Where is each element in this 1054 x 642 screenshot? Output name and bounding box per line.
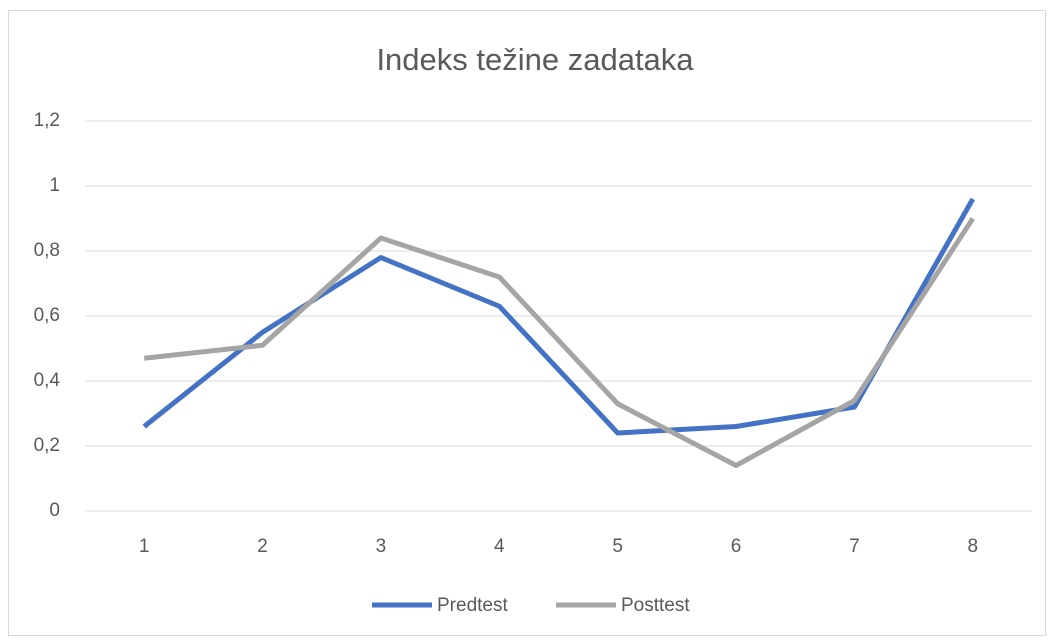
x-tick-label: 1 [139, 536, 150, 557]
chart-border [8, 10, 1046, 636]
y-tick-label: 0,2 [34, 435, 60, 456]
legend-label: Predtest [437, 595, 508, 616]
x-tick-label: 5 [612, 536, 623, 557]
x-tick-label: 3 [376, 536, 387, 557]
chart-title: Indeks težine zadataka [376, 42, 694, 77]
legend-label: Posttest [621, 595, 690, 616]
y-tick-label: 0,6 [34, 305, 60, 326]
x-tick-label: 6 [731, 536, 742, 557]
series-line [143, 217, 975, 468]
x-tick-label: 4 [494, 536, 505, 557]
x-tick-label: 7 [849, 536, 860, 557]
x-tick-label: 8 [968, 536, 979, 557]
y-tick-label: 0,8 [34, 240, 60, 261]
y-tick-label: 1,2 [34, 110, 60, 131]
x-tick-label: 2 [257, 536, 268, 557]
y-tick-label: 0,4 [34, 370, 61, 391]
y-tick-label: 1 [49, 175, 60, 196]
y-tick-label: 0 [49, 500, 60, 521]
